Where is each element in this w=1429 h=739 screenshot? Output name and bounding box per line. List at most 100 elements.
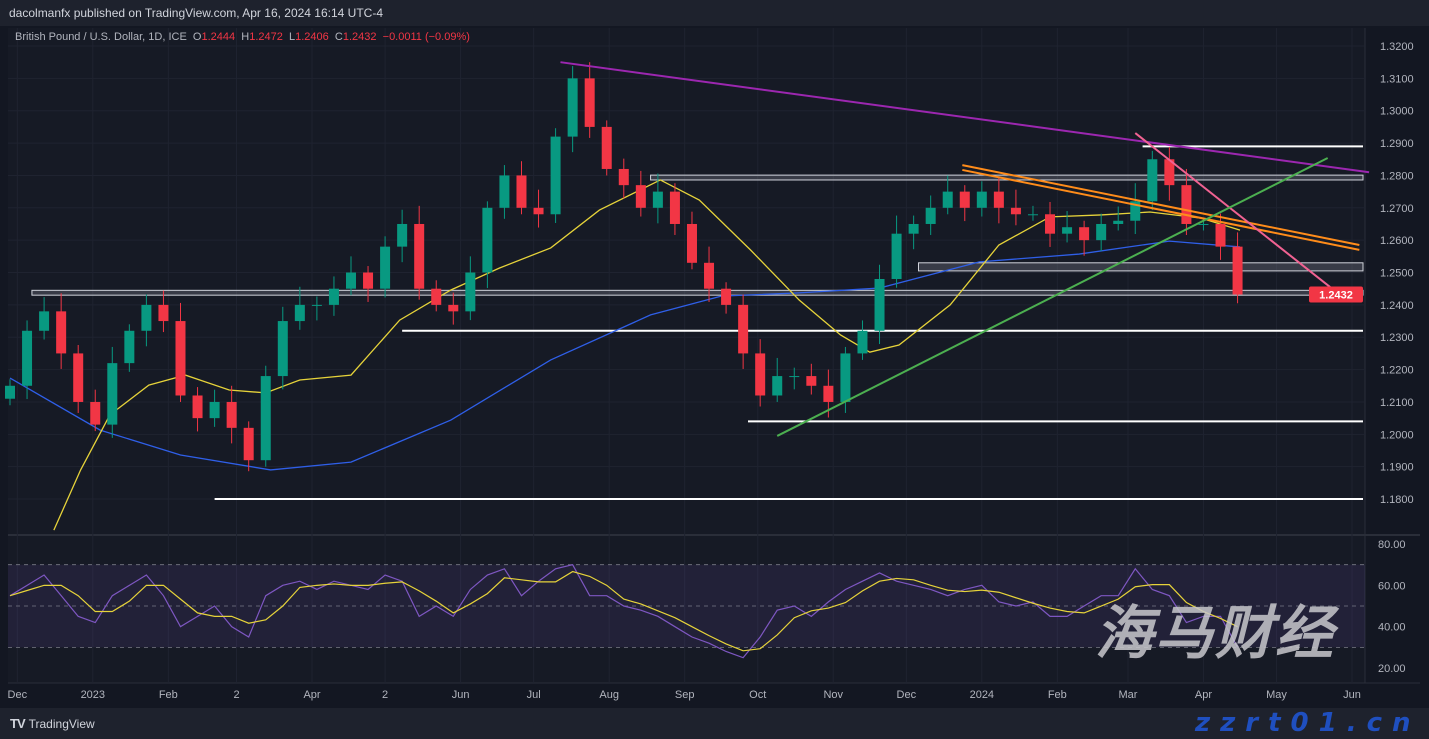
candle-body (1232, 246, 1243, 295)
candle-body (652, 191, 663, 208)
candle (158, 290, 169, 333)
candle (959, 185, 970, 222)
candle (124, 324, 135, 372)
candle-body (192, 395, 203, 419)
rsi-tick-label: 20.00 (1378, 663, 1406, 675)
candle-body (175, 321, 186, 396)
time-tick-label: Nov (823, 689, 843, 701)
candle-body (772, 376, 783, 396)
candle (311, 296, 322, 321)
candle (56, 293, 67, 369)
candle (243, 421, 254, 472)
candle (516, 161, 527, 215)
candle (976, 181, 987, 217)
candle (1164, 146, 1175, 201)
candle-body (1164, 159, 1175, 186)
candle (652, 173, 663, 224)
pink-trendline (1134, 132, 1331, 288)
candle (294, 286, 305, 330)
candle (874, 264, 885, 345)
candle-body (56, 311, 67, 354)
candle-body (516, 175, 527, 208)
candle (260, 365, 271, 467)
candle-body (704, 262, 715, 289)
candle (993, 177, 1004, 224)
candle (738, 294, 749, 369)
candle-body (397, 223, 408, 247)
support-resistance-zone (917, 262, 1364, 272)
candle (397, 209, 408, 263)
time-tick-label: Jun (1343, 689, 1361, 701)
rsi-ma-line (9, 570, 1238, 652)
candle-body (550, 136, 561, 215)
candle (908, 215, 919, 250)
publisher-line: dacolmanfx published on TradingView.com,… (9, 6, 384, 20)
last-price-label: 1.2432 (1319, 290, 1353, 302)
time-tick-label: Dec (897, 689, 917, 701)
rsi-tick-label: 40.00 (1378, 622, 1406, 634)
candle (465, 256, 476, 321)
candle-body (141, 304, 152, 331)
candle (567, 66, 578, 153)
candle-body (959, 191, 970, 208)
orange-trendline (962, 168, 1360, 251)
candle-body (328, 288, 339, 305)
candle (857, 320, 868, 360)
candle-body (90, 401, 101, 425)
candle (380, 236, 391, 298)
price-tick-label: 1.2200 (1380, 365, 1414, 377)
price-tick-label: 1.1800 (1380, 494, 1414, 506)
rsi-line (9, 563, 1239, 659)
candle (499, 165, 510, 219)
candle-body (414, 223, 425, 289)
open-label: O (192, 31, 202, 43)
time-tick-label: 2 (233, 689, 239, 701)
candle-body (39, 311, 50, 331)
candle-body (158, 304, 169, 322)
candle-body (1198, 223, 1209, 225)
candle (533, 189, 544, 228)
candle (1079, 220, 1090, 256)
candle-body (1010, 207, 1021, 215)
price-tick-label: 1.2400 (1380, 300, 1414, 312)
publish-header: dacolmanfx published on TradingView.com,… (0, 0, 1429, 26)
price-tick-label: 1.2500 (1380, 268, 1414, 280)
time-tick-label: 2 (382, 689, 388, 701)
support-resistance-zone (31, 289, 1364, 296)
time-tick-label: May (1266, 689, 1287, 701)
candle-body (976, 191, 987, 208)
candle-body (124, 330, 135, 364)
time-tick-label: 2024 (970, 689, 994, 701)
candle-body (618, 168, 629, 186)
low-label: L (289, 31, 296, 43)
candle-body (22, 330, 33, 386)
candle-body (755, 353, 766, 396)
candle-body (1027, 214, 1038, 216)
candle (925, 195, 936, 235)
time-tick-label: 2023 (81, 689, 105, 701)
candle (1147, 150, 1158, 211)
tradingview-footer[interactable]: TV TradingView (10, 716, 95, 731)
candle-body (363, 272, 374, 289)
candle-body (857, 330, 868, 354)
candle (635, 170, 646, 217)
candle (107, 346, 118, 438)
support-resistance-zone (650, 174, 1364, 181)
candle-body (1096, 223, 1107, 241)
candle (5, 379, 15, 406)
rsi-tick-label: 60.00 (1378, 580, 1406, 592)
watermark-text: 海马财经 (1095, 599, 1336, 667)
last-price-badge (1309, 286, 1363, 303)
green-trendline (776, 157, 1329, 437)
candle-body (277, 321, 288, 377)
time-tick-label: Mar (1118, 689, 1137, 701)
candle-body (993, 191, 1004, 208)
time-tick-label: Jul (527, 689, 541, 701)
candle-body (226, 401, 237, 428)
price-tick-label: 1.1900 (1380, 462, 1414, 474)
candle-body (601, 126, 612, 169)
candle (1181, 168, 1192, 235)
time-tick-label: Aug (599, 689, 619, 701)
candle (226, 385, 237, 444)
